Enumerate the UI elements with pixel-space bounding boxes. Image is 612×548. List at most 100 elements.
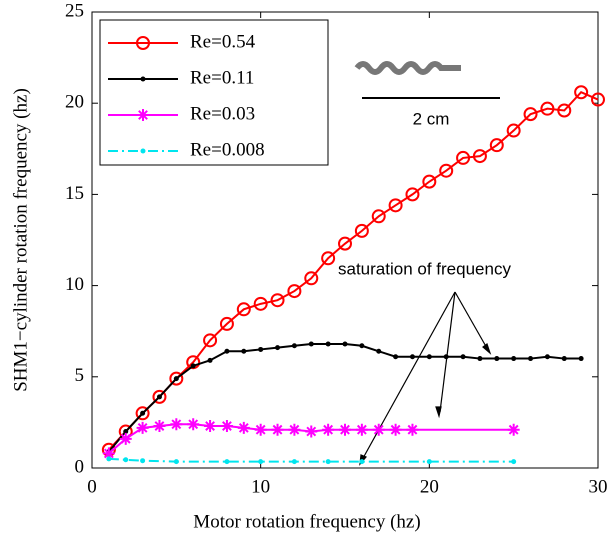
marker [190,363,196,369]
marker [511,356,517,362]
legend-marker [140,76,146,82]
marker [102,447,115,460]
marker [426,459,432,465]
marker [460,354,466,360]
marker [405,187,420,202]
marker [354,223,369,238]
legend-marker [136,36,150,50]
marker [322,423,335,436]
marker [140,410,146,416]
marker [224,459,230,465]
marker [291,343,297,349]
y-axis-label: SHM1−cylinder rotation frequency (hz) [10,88,31,392]
marker [123,457,129,463]
marker [371,209,386,224]
marker [355,423,368,436]
marker [224,348,230,354]
marker [342,341,348,347]
annotation: saturation of frequency [338,259,511,278]
marker [169,371,184,386]
y-tick-label: 20 [65,92,84,113]
marker [304,271,319,286]
marker [119,432,132,445]
y-tick-label: 0 [75,456,85,477]
marker [305,425,318,438]
marker [359,343,365,349]
marker [258,346,264,352]
marker [523,107,538,122]
marker [173,376,179,382]
marker [106,456,112,462]
marker [173,459,179,465]
marker [291,459,297,465]
x-tick-label: 0 [87,476,97,497]
marker [287,284,302,299]
marker [220,420,233,433]
marker [156,394,162,400]
marker [325,341,331,347]
marker [591,92,605,107]
marker [219,316,234,331]
marker [153,420,166,433]
marker [241,348,247,354]
marker [472,149,487,164]
marker [393,354,399,360]
legend-label: Re=0.11 [190,67,254,88]
x-axis-label: Motor rotation frequency (hz) [193,511,420,532]
legend-label: Re=0.008 [190,139,265,160]
marker [574,85,589,100]
marker [123,429,129,435]
marker [338,236,352,251]
marker [439,163,454,178]
marker [135,406,150,421]
legend-label: Re=0.54 [190,31,256,52]
marker [388,198,403,213]
plot-frame [91,11,599,469]
legend-marker [140,148,146,154]
marker [456,150,471,165]
series-line [108,91,599,451]
marker [339,423,351,436]
marker [258,459,264,465]
marker [253,296,268,311]
marker [426,354,432,360]
series-line [108,457,514,463]
annotation-arrows [359,291,492,466]
inset-helix [354,61,461,75]
y-tick-label: 10 [65,274,84,295]
marker [376,348,382,354]
marker [271,423,284,436]
marker [578,356,584,362]
x-tick-label: 10 [251,476,270,497]
marker [506,123,521,138]
marker [140,458,146,464]
marker [275,345,281,351]
y-tick-label: 15 [65,183,84,204]
marker [204,420,217,433]
marker [372,423,385,436]
marker [207,357,213,363]
marker [511,459,517,465]
x-tick-label: 30 [589,476,608,497]
marker [528,356,534,362]
legend-marker [137,109,149,121]
scale-label: 2 cm [413,109,450,128]
y-tick-label: 5 [75,365,85,386]
marker [359,459,365,465]
marker [422,174,437,189]
marker [270,293,285,308]
marker [544,354,550,360]
marker [203,333,218,348]
marker [443,354,449,360]
marker [237,421,250,434]
marker [308,341,314,347]
marker [288,423,301,436]
marker [325,459,331,465]
marker [561,356,567,362]
marker [494,356,500,362]
marker [477,356,483,362]
marker [540,101,555,116]
marker [236,302,251,317]
marker [136,421,149,434]
